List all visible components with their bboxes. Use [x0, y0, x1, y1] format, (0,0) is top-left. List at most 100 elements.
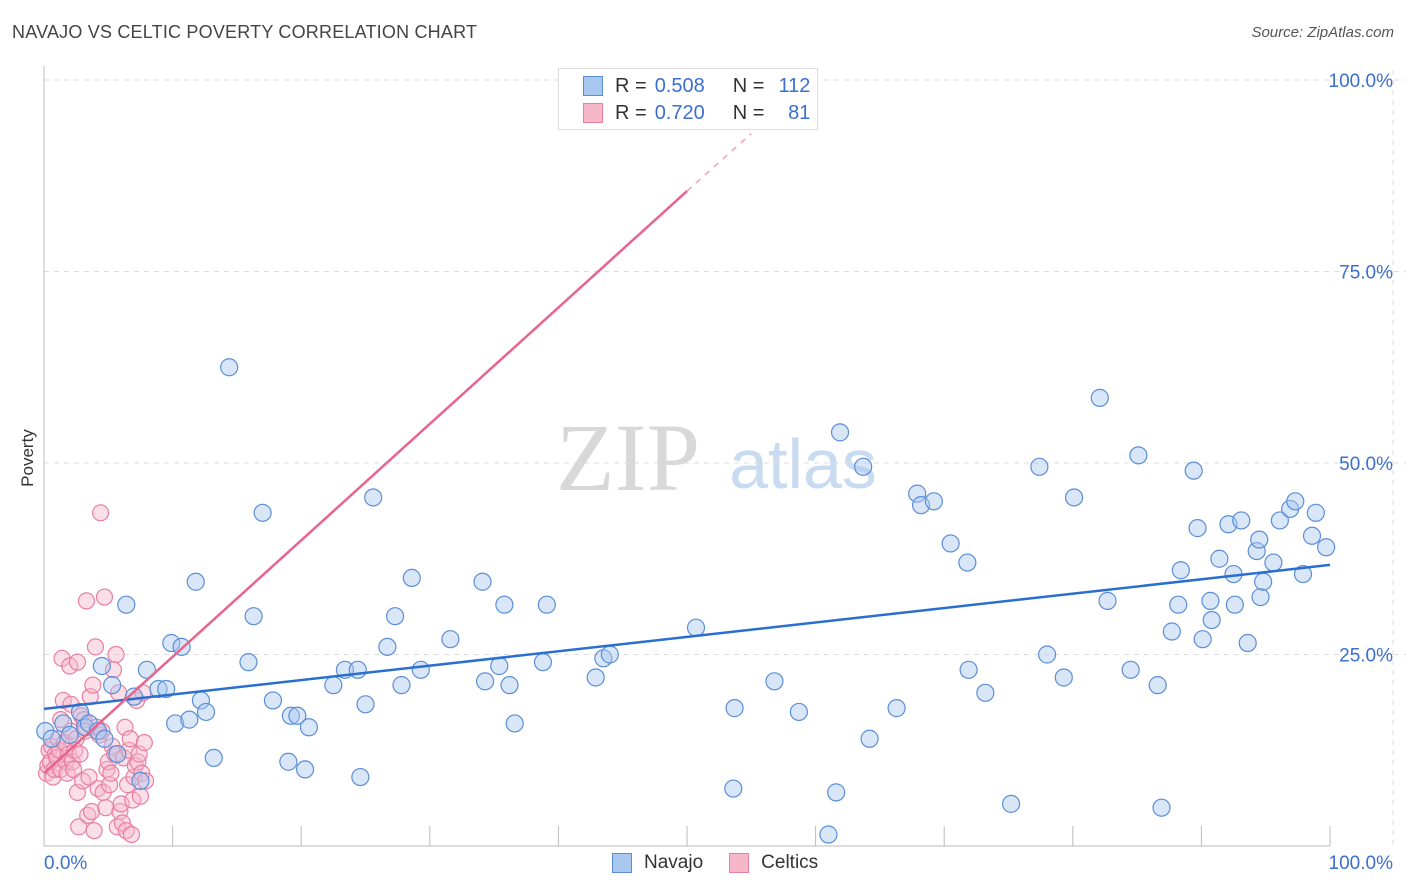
navajo-point [60, 725, 79, 745]
celtics-point [85, 822, 103, 840]
x-tick-label: 100.0% [1329, 853, 1394, 874]
navajo-point [1037, 645, 1057, 664]
celtics-point [124, 791, 142, 809]
celtics-point [136, 772, 155, 790]
navajo-point [941, 534, 960, 553]
celtics-trend-line [43, 190, 688, 775]
navajo-point [279, 752, 298, 771]
celtics-point [102, 764, 120, 782]
x-tick-label: 0.0% [44, 853, 87, 874]
navajo-point [1232, 511, 1251, 530]
y-tick-label: 50.0% [1339, 454, 1393, 475]
navajo-point [724, 779, 743, 798]
navajo-legend-label: Navajo [644, 852, 704, 873]
navajo-point [364, 488, 383, 507]
r-value: 0.508 [654, 74, 705, 97]
navajo-point [196, 702, 216, 722]
navajo-point [166, 714, 185, 733]
navajo-point [789, 702, 808, 722]
y-tick-label: 25.0% [1339, 646, 1393, 667]
navajo-point [356, 695, 375, 714]
navajo-point [686, 618, 706, 637]
navajo-point [959, 660, 978, 679]
navajo-point [54, 714, 73, 733]
navajo-point [253, 503, 272, 522]
navajo-point [108, 744, 127, 764]
navajo-point [765, 672, 784, 691]
navajo-point [1210, 549, 1229, 568]
navajo-point [149, 679, 168, 699]
navajo-point [1270, 511, 1289, 530]
navajo-point [1121, 660, 1140, 679]
navajo-point [351, 767, 370, 787]
navajo-point [1030, 457, 1049, 476]
legend-item-navajo[interactable]: Navajo [612, 852, 703, 874]
navajo-point [281, 706, 301, 725]
navajo-point [860, 729, 879, 748]
stats-row-navajo: R = 0.508 N = 112 [583, 73, 810, 99]
legend-item-celtics[interactable]: Celtics [729, 852, 818, 874]
navajo-point [1293, 564, 1313, 584]
navajo-point [263, 691, 283, 710]
celtics-point [80, 768, 98, 786]
r-value: 0.720 [654, 101, 705, 124]
navajo-point [854, 457, 873, 476]
navajo-point [1251, 587, 1270, 607]
navajo-point [1169, 595, 1188, 614]
navajo-point [162, 633, 181, 653]
navajo-trend-line [43, 563, 1331, 711]
tick-labels: 25.0% 50.0% 75.0% 100.0% 0.0% 100.0% [44, 71, 1393, 874]
celtics-points [37, 504, 155, 844]
navajo-point [1098, 591, 1117, 610]
celtics-point [68, 653, 87, 671]
navajo-point [288, 706, 307, 725]
navajo-point [204, 748, 223, 768]
navajo-point [725, 699, 744, 718]
celtics-point [86, 638, 105, 656]
n-label: N = [732, 74, 765, 97]
navajo-point [180, 710, 199, 729]
navajo-point [490, 656, 509, 676]
navajo-point [299, 718, 319, 737]
celtics-point [131, 787, 150, 805]
celtics-point [135, 733, 153, 752]
n-label: N = [732, 101, 765, 124]
navajo-legend-swatch [612, 853, 632, 873]
navajo-point [385, 607, 405, 626]
navajo-point [441, 630, 460, 649]
navajo-point [244, 607, 263, 626]
navajo-point [830, 423, 850, 442]
navajo-point [908, 484, 927, 503]
navajo-point [1302, 526, 1322, 545]
axes [43, 66, 1331, 847]
watermark: ZIP atlas [556, 404, 877, 511]
navajo-point [1201, 591, 1220, 610]
celtics-point [61, 657, 79, 675]
celtics-point [107, 645, 125, 664]
navajo-point [475, 672, 495, 691]
navajo-point [924, 492, 944, 511]
celtics-point [122, 825, 141, 844]
n-value: 112 [778, 74, 811, 97]
navajo-point [1264, 553, 1283, 572]
navajo-point [392, 676, 411, 695]
navajo-point [186, 572, 205, 591]
celtics-point [54, 691, 72, 710]
navajo-point [295, 760, 315, 779]
navajo-point [348, 660, 367, 679]
navajo-point [1152, 798, 1171, 817]
navajo-point [819, 825, 838, 844]
navajo-point [92, 656, 111, 676]
celtics-point [64, 760, 83, 779]
navajo-point [1129, 446, 1148, 465]
navajo-point [1188, 519, 1207, 538]
navajo-point [1193, 630, 1212, 649]
navajo-point [505, 714, 524, 733]
navajo-point [1250, 530, 1269, 549]
source-label: Source: ZipAtlas.com [1251, 24, 1394, 41]
chart-title: NAVAJO VS CELTIC POVERTY CORRELATION CHA… [12, 22, 478, 42]
navajo-swatch [583, 76, 603, 96]
celtics-point [84, 676, 102, 694]
navajo-point [1162, 622, 1181, 641]
navajo-point [117, 595, 136, 614]
